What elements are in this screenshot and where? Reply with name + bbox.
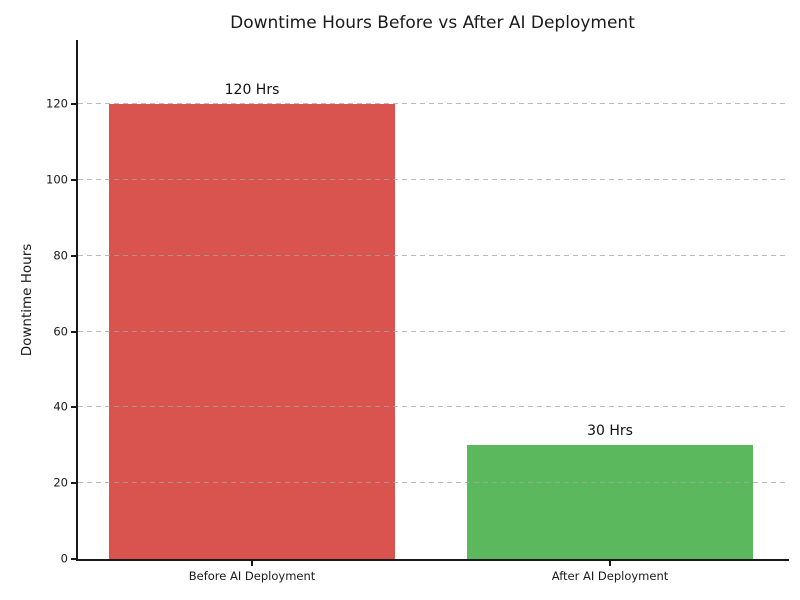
y-tick-mark-120 xyxy=(71,103,78,106)
bar-group-after: 30 Hrs xyxy=(466,40,754,559)
y-tick-label-40: 40 xyxy=(53,399,68,414)
plot-area: 0 20 40 60 80 100 120 120 Hrs 30 Hrs Before AI… xyxy=(46,40,789,583)
x-tick-label-after: After AI Deployment xyxy=(551,569,669,583)
y-tick-mark-40 xyxy=(71,406,78,409)
x-tick-mark-after xyxy=(609,559,611,566)
y-tick-label-100: 100 xyxy=(46,172,68,187)
y-tick-mark-80 xyxy=(71,254,78,257)
y-tick-mark-100 xyxy=(71,179,78,182)
bar-after-ai xyxy=(466,445,754,559)
chart-title: Downtime Hours Before vs After AI Deploy… xyxy=(230,13,635,33)
y-tick-label-120: 120 xyxy=(46,96,68,111)
x-tick-label-before: Before AI Deployment xyxy=(188,569,316,583)
y-axis-label: Downtime Hours xyxy=(19,243,35,357)
y-tick-mark-0 xyxy=(71,558,78,560)
bar-value-label-after: 30 Hrs xyxy=(587,423,633,440)
y-tick-label-60: 60 xyxy=(53,324,68,339)
y-tick-label-20: 20 xyxy=(53,475,68,490)
bar-before-ai xyxy=(108,104,396,559)
y-tick-label-0: 0 xyxy=(60,551,68,566)
bar-group-before: 120 Hrs xyxy=(108,40,396,559)
bar-value-label-before: 120 Hrs xyxy=(224,82,280,99)
x-tick-mark-before xyxy=(251,559,254,566)
y-tick-mark-20 xyxy=(71,482,78,485)
y-tick-mark-60 xyxy=(71,330,78,333)
y-tick-label-80: 80 xyxy=(53,248,68,263)
